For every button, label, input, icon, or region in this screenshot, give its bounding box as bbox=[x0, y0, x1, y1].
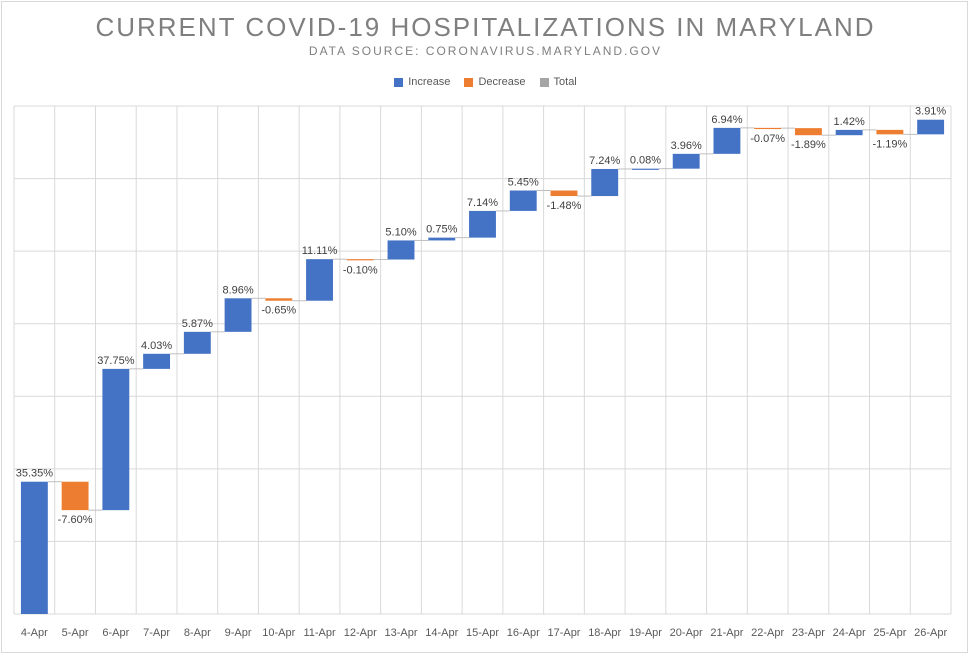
legend-label-decrease: Decrease bbox=[478, 76, 526, 88]
legend-swatch-decrease bbox=[464, 77, 474, 87]
data-label: -1.89% bbox=[791, 139, 826, 151]
decrease-bar bbox=[754, 127, 782, 130]
data-label: 0.75% bbox=[426, 224, 457, 236]
x-tick-label: 12-Apr bbox=[344, 627, 377, 639]
legend-label-total: Total bbox=[553, 76, 577, 88]
x-tick-label: 6-Apr bbox=[102, 627, 129, 639]
x-tick-label: 5-Apr bbox=[62, 627, 89, 639]
x-tick-label: 22-Apr bbox=[751, 627, 784, 639]
x-tick-label: 21-Apr bbox=[710, 627, 743, 639]
increase-bar bbox=[591, 168, 619, 197]
chart-legend: Increase Decrease Total bbox=[0, 76, 971, 88]
x-tick-label: 4-Apr bbox=[21, 627, 48, 639]
data-label: 8.96% bbox=[222, 284, 253, 296]
x-tick-label: 17-Apr bbox=[547, 627, 580, 639]
data-label: 7.24% bbox=[589, 155, 620, 167]
decrease-bar bbox=[876, 129, 904, 135]
legend-label-increase: Increase bbox=[408, 76, 451, 88]
increase-bar bbox=[672, 153, 700, 169]
data-label: 5.10% bbox=[385, 226, 416, 238]
x-tick-label: 14-Apr bbox=[425, 627, 458, 639]
data-label: -0.07% bbox=[750, 133, 785, 145]
legend-item-decrease: Decrease bbox=[464, 76, 526, 88]
legend-swatch-total bbox=[539, 77, 549, 87]
x-tick-label: 15-Apr bbox=[466, 627, 499, 639]
decrease-bar bbox=[265, 298, 293, 301]
x-tick-label: 20-Apr bbox=[670, 627, 703, 639]
data-label: 6.94% bbox=[711, 114, 742, 126]
x-tick-label: 13-Apr bbox=[385, 627, 418, 639]
increase-bar bbox=[20, 481, 48, 614]
increase-bar bbox=[306, 259, 333, 301]
x-tick-label: 7-Apr bbox=[143, 627, 170, 639]
increase-bar bbox=[713, 127, 741, 154]
data-label: -7.60% bbox=[58, 514, 93, 526]
x-tick-label: 25-Apr bbox=[873, 627, 906, 639]
data-label: 5.87% bbox=[182, 318, 213, 330]
increase-bar bbox=[102, 368, 130, 511]
decrease-bar bbox=[794, 128, 822, 136]
x-tick-label: 24-Apr bbox=[833, 627, 866, 639]
data-label: -1.48% bbox=[547, 200, 582, 212]
data-label: -0.10% bbox=[343, 264, 378, 276]
x-tick-label: 8-Apr bbox=[184, 627, 211, 639]
legend-item-total: Total bbox=[539, 76, 577, 88]
x-tick-label: 19-Apr bbox=[629, 627, 662, 639]
increase-bar bbox=[469, 210, 496, 238]
increase-bar bbox=[143, 353, 171, 369]
decrease-bar bbox=[346, 259, 374, 261]
chart-title: CURRENT COVID-19 HOSPITALIZATIONS IN MAR… bbox=[95, 12, 876, 42]
increase-bar bbox=[387, 240, 415, 260]
x-tick-label: 18-Apr bbox=[588, 627, 621, 639]
data-label: 3.91% bbox=[915, 106, 946, 118]
increase-bar bbox=[224, 298, 252, 332]
data-label: 0.08% bbox=[630, 155, 661, 167]
data-label: 3.96% bbox=[671, 140, 702, 152]
increase-bar bbox=[428, 237, 456, 241]
decrease-bar bbox=[550, 190, 578, 197]
increase-bar bbox=[509, 190, 537, 211]
x-tick-label: 11-Apr bbox=[303, 627, 336, 639]
legend-swatch-increase bbox=[394, 77, 404, 87]
data-label: 37.75% bbox=[97, 355, 135, 367]
decrease-bar bbox=[61, 481, 89, 511]
x-tick-label: 16-Apr bbox=[507, 627, 540, 639]
data-label: 11.11% bbox=[302, 245, 338, 257]
data-label: -0.65% bbox=[261, 305, 296, 317]
data-label: 7.14% bbox=[467, 197, 498, 209]
chart-subtitle: DATA SOURCE: CORONAVIRUS.MARYLAND.GOV bbox=[308, 44, 663, 58]
x-tick-label: 26-Apr bbox=[914, 627, 947, 639]
data-label: -1.19% bbox=[872, 138, 907, 150]
x-tick-label: 23-Apr bbox=[792, 627, 825, 639]
data-label: 1.42% bbox=[834, 116, 865, 128]
x-tick-label: 10-Apr bbox=[262, 627, 295, 639]
increase-bar bbox=[632, 168, 659, 170]
increase-bar bbox=[183, 331, 211, 354]
increase-bar bbox=[917, 119, 945, 135]
data-label: 35.35% bbox=[16, 468, 54, 480]
x-tick-label: 9-Apr bbox=[225, 627, 252, 639]
data-label: 4.03% bbox=[141, 340, 172, 352]
legend-item-increase: Increase bbox=[394, 76, 450, 88]
increase-bar bbox=[835, 129, 863, 136]
data-label: 5.45% bbox=[508, 177, 539, 189]
